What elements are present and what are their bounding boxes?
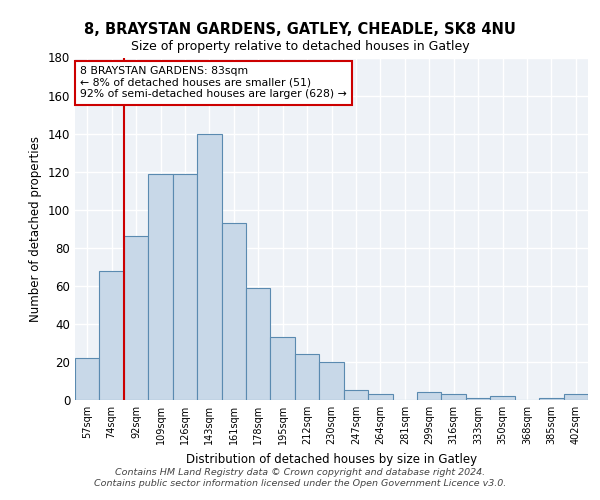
Bar (197, 134, 221, 400)
Bar (221, 223, 246, 400)
Y-axis label: Number of detached properties: Number of detached properties (29, 136, 42, 322)
Bar (417, 392, 442, 400)
Bar (466, 398, 490, 400)
Text: Size of property relative to detached houses in Gatley: Size of property relative to detached ho… (131, 40, 469, 53)
Bar (442, 394, 466, 400)
Bar (563, 394, 588, 400)
Bar (100, 270, 124, 400)
Text: 8 BRAYSTAN GARDENS: 83sqm
← 8% of detached houses are smaller (51)
92% of semi-d: 8 BRAYSTAN GARDENS: 83sqm ← 8% of detach… (80, 66, 347, 100)
Bar (344, 390, 368, 400)
Bar (539, 398, 563, 400)
Bar (271, 337, 295, 400)
Bar (148, 174, 173, 400)
Bar (319, 362, 344, 400)
Bar (490, 396, 515, 400)
Bar (368, 394, 392, 400)
Bar (124, 236, 148, 400)
Bar (246, 288, 271, 400)
Bar (295, 354, 319, 400)
Bar (173, 174, 197, 400)
X-axis label: Distribution of detached houses by size in Gatley: Distribution of detached houses by size … (186, 452, 477, 466)
Bar (75, 358, 100, 400)
Text: Contains HM Land Registry data © Crown copyright and database right 2024.
Contai: Contains HM Land Registry data © Crown c… (94, 468, 506, 487)
Text: 8, BRAYSTAN GARDENS, GATLEY, CHEADLE, SK8 4NU: 8, BRAYSTAN GARDENS, GATLEY, CHEADLE, SK… (84, 22, 516, 38)
